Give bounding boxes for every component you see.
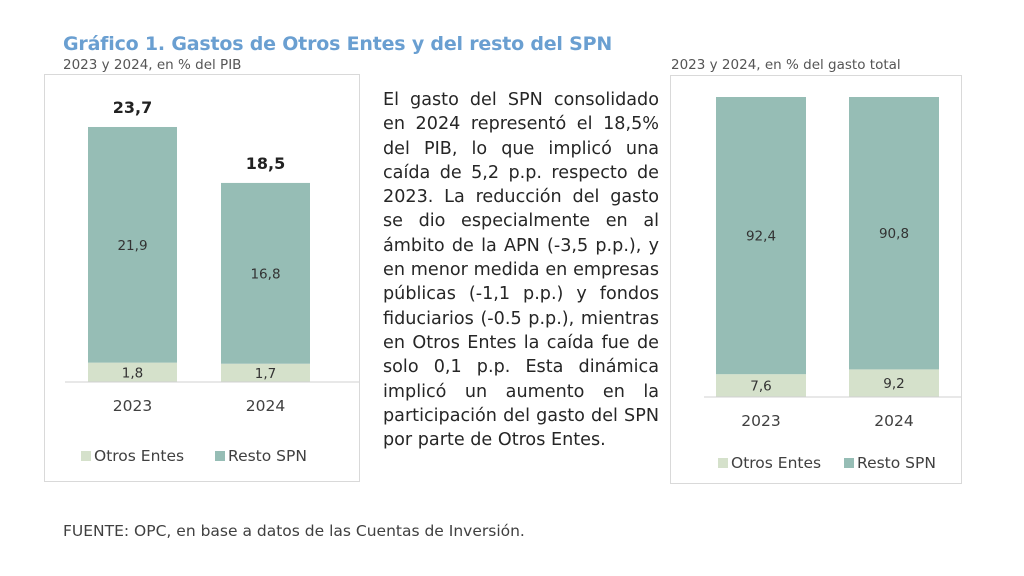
bar-otros-entes-2023 — [716, 374, 806, 397]
right-chart: 7,6 92,4 2023 9,2 90,8 2024 Otros Entes Resto S… — [704, 97, 961, 472]
bar-resto-spn-2023 — [88, 126, 177, 363]
total-label: 23,7 — [113, 98, 152, 117]
body-paragraph: El gasto del SPN consolidado en 2024 rep… — [383, 90, 659, 451]
category-label: 2024 — [246, 397, 285, 415]
category-label: 2024 — [874, 412, 913, 430]
legend-swatch — [81, 451, 91, 461]
legend-label: Resto SPN — [228, 447, 307, 465]
category-label: 2023 — [741, 412, 780, 430]
left-chart-subtitle: 2023 y 2024, en % del PIB — [63, 57, 242, 73]
data-label: 90,8 — [879, 226, 909, 242]
right-chart-subtitle: 2023 y 2024, en % del gasto total — [671, 57, 901, 73]
legend-label: Otros Entes — [731, 454, 821, 472]
data-label: 1,7 — [255, 366, 276, 382]
data-label: 1,8 — [122, 365, 143, 381]
data-label: 16,8 — [250, 266, 280, 282]
data-label: 7,6 — [750, 379, 771, 395]
right-chart-frame: 7,6 92,4 2023 9,2 90,8 2024 Otros Entes Resto S… — [670, 75, 962, 484]
left-chart-frame: 1,8 21,9 23,7 2023 1,7 16,8 18,5 2024 Otros Ente… — [44, 74, 360, 482]
left-chart: 1,8 21,9 23,7 2023 1,7 16,8 18,5 2024 Otros Ente… — [65, 98, 359, 465]
bar-resto-spn-2023 — [716, 97, 806, 375]
bar-resto-spn-2024 — [849, 97, 939, 370]
data-label: 92,4 — [746, 229, 776, 245]
legend-label: Resto SPN — [857, 454, 936, 472]
data-label: 21,9 — [117, 238, 147, 254]
bar-otros-entes-2024 — [849, 369, 939, 397]
category-label: 2023 — [113, 397, 152, 415]
legend-swatch — [718, 458, 728, 468]
bar-otros-entes-2023 — [88, 362, 177, 382]
legend-label: Otros Entes — [94, 447, 184, 465]
legend-swatch — [215, 451, 225, 461]
total-label: 18,5 — [246, 154, 285, 173]
bar-resto-spn-2024 — [221, 182, 310, 364]
chart-title: Gráfico 1. Gastos de Otros Entes y del r… — [63, 33, 613, 55]
source-note: FUENTE: OPC, en base a datos de las Cuen… — [63, 522, 525, 540]
bar-otros-entes-2024 — [221, 363, 310, 382]
data-label: 9,2 — [883, 376, 904, 392]
legend-swatch — [844, 458, 854, 468]
